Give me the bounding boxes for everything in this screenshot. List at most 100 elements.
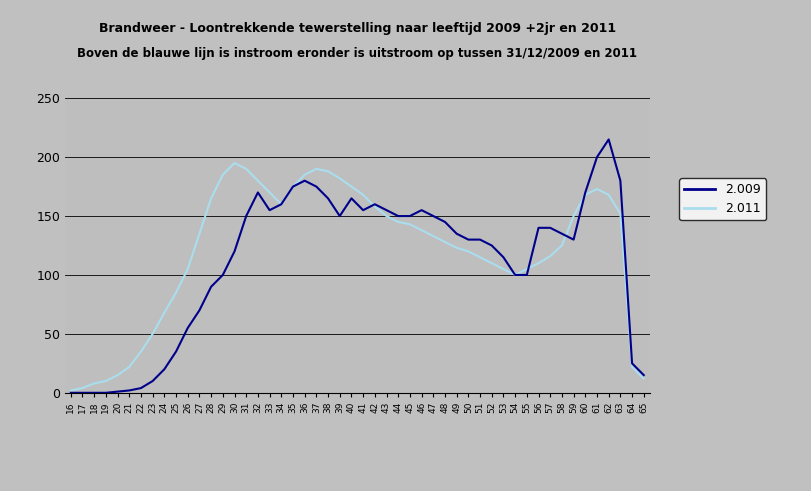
2.009 xyxy=(148,378,157,384)
2.009 xyxy=(288,184,298,190)
2.011 xyxy=(101,378,110,384)
2.009 xyxy=(124,387,134,393)
2.009 xyxy=(253,190,263,195)
2.009 xyxy=(393,213,402,219)
2.011 xyxy=(626,364,636,370)
2.011 xyxy=(276,201,285,207)
2.009 xyxy=(113,389,122,395)
Line: 2.011: 2.011 xyxy=(71,163,643,390)
2.009 xyxy=(556,231,566,237)
2.009 xyxy=(89,390,99,396)
2.011 xyxy=(381,213,391,219)
2.009 xyxy=(276,201,285,207)
2.011 xyxy=(113,372,122,378)
2.011 xyxy=(487,260,496,266)
2.011 xyxy=(440,239,449,245)
2.011 xyxy=(451,245,461,251)
2.009 xyxy=(323,195,333,201)
2.011 xyxy=(288,184,298,190)
2.009 xyxy=(217,272,227,278)
2.009 xyxy=(171,349,181,355)
2.009 xyxy=(241,213,251,219)
2.009 xyxy=(463,237,473,243)
2.009 xyxy=(615,178,624,184)
2.009 xyxy=(370,201,380,207)
2.011 xyxy=(370,204,380,210)
2.009 xyxy=(206,284,216,290)
2.011 xyxy=(533,260,543,266)
2.009 xyxy=(136,385,146,391)
2.011 xyxy=(521,266,531,272)
2.009 xyxy=(416,207,426,213)
2.011 xyxy=(591,186,601,192)
2.009 xyxy=(603,136,613,142)
2.011 xyxy=(206,195,216,201)
2.011 xyxy=(171,290,181,296)
2.011 xyxy=(603,192,613,198)
2.011 xyxy=(346,184,356,190)
2.009 xyxy=(428,213,438,219)
2.009 xyxy=(474,237,484,243)
2.011 xyxy=(358,192,367,198)
2.011 xyxy=(556,243,566,248)
2.009 xyxy=(591,154,601,160)
2.011 xyxy=(498,266,508,272)
2.011 xyxy=(474,254,484,260)
Legend: 2.009, 2.011: 2.009, 2.011 xyxy=(678,178,766,220)
2.009 xyxy=(159,366,169,372)
2.011 xyxy=(253,178,263,184)
2.011 xyxy=(182,266,192,272)
2.011 xyxy=(323,168,333,174)
2.011 xyxy=(545,253,555,259)
2.011 xyxy=(89,381,99,386)
2.009 xyxy=(264,207,274,213)
2.009 xyxy=(358,207,367,213)
2.011 xyxy=(230,160,239,166)
2.009 xyxy=(405,213,414,219)
2.009 xyxy=(230,248,239,254)
2.009 xyxy=(66,390,75,396)
2.009 xyxy=(381,207,391,213)
2.011 xyxy=(78,385,88,391)
2.011 xyxy=(580,192,590,198)
2.011 xyxy=(217,172,227,178)
2.009 xyxy=(580,190,590,195)
2.011 xyxy=(615,211,624,217)
2.009 xyxy=(440,219,449,225)
2.009 xyxy=(638,372,648,378)
2.011 xyxy=(148,331,157,337)
Text: Boven de blauwe lijn is instroom eronder is uitstroom op tussen 31/12/2009 en 20: Boven de blauwe lijn is instroom eronder… xyxy=(77,47,637,59)
2.011 xyxy=(463,248,473,254)
2.011 xyxy=(568,213,577,219)
2.011 xyxy=(638,376,648,382)
2.009 xyxy=(451,231,461,237)
2.011 xyxy=(405,221,414,227)
Text: Brandweer - Loontrekkende tewerstelling naar leeftijd 2009 +2jr en 2011: Brandweer - Loontrekkende tewerstelling … xyxy=(99,22,615,35)
2.009 xyxy=(299,178,309,184)
2.009 xyxy=(195,307,204,313)
2.009 xyxy=(311,184,321,190)
2.011 xyxy=(195,231,204,237)
2.011 xyxy=(299,172,309,178)
2.011 xyxy=(264,190,274,195)
Line: 2.009: 2.009 xyxy=(71,139,643,393)
2.009 xyxy=(346,195,356,201)
2.011 xyxy=(241,166,251,172)
2.009 xyxy=(182,325,192,331)
2.011 xyxy=(509,272,519,278)
2.009 xyxy=(545,225,555,231)
2.009 xyxy=(487,243,496,248)
2.011 xyxy=(311,166,321,172)
2.009 xyxy=(78,390,88,396)
2.009 xyxy=(533,225,543,231)
2.011 xyxy=(334,175,344,181)
2.011 xyxy=(428,233,438,239)
2.011 xyxy=(416,227,426,233)
2.009 xyxy=(498,254,508,260)
2.009 xyxy=(568,237,577,243)
2.011 xyxy=(124,364,134,370)
2.009 xyxy=(521,272,531,278)
2.011 xyxy=(66,387,75,393)
2.009 xyxy=(334,213,344,219)
2.009 xyxy=(101,390,110,396)
